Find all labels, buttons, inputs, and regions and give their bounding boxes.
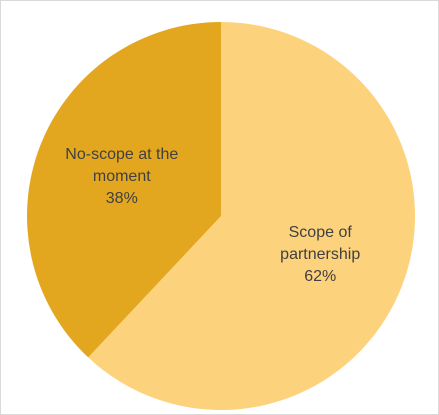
slice-label: No-scope at the moment 38%	[57, 144, 187, 210]
value-label: 38%	[105, 189, 138, 207]
category-label: Scope of partnership	[280, 224, 361, 264]
label-box: No-scope at the moment 38%	[57, 144, 187, 210]
pie-slice	[88, 22, 415, 410]
value-label: 62%	[304, 268, 337, 286]
slice-label: Scope of partnership 62%	[255, 222, 385, 288]
category-label: No-scope at the moment	[65, 145, 179, 185]
label-box: Scope of partnership 62%	[255, 222, 385, 288]
pie-slice	[26, 21, 221, 358]
